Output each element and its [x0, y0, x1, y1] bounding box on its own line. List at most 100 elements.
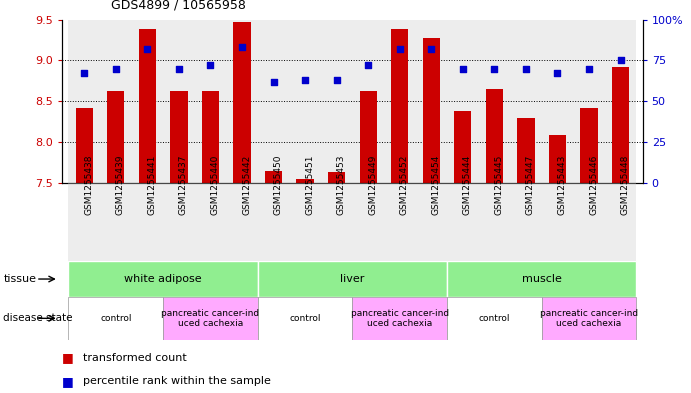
Text: ■: ■ — [62, 351, 74, 364]
Bar — [202, 92, 219, 183]
Text: GSM1255438: GSM1255438 — [84, 155, 93, 215]
Text: GSM1255437: GSM1255437 — [179, 155, 188, 215]
Point — [142, 46, 153, 52]
Text: GSM1255447: GSM1255447 — [526, 155, 535, 215]
Bar — [542, 297, 636, 340]
Bar — [265, 171, 282, 183]
Text: GSM1255450: GSM1255450 — [274, 155, 283, 215]
Point — [268, 79, 279, 85]
Bar — [447, 20, 479, 183]
Text: control: control — [479, 314, 510, 323]
Text: GSM1255453: GSM1255453 — [337, 155, 346, 215]
Bar — [359, 92, 377, 183]
Bar — [415, 20, 447, 183]
Bar — [612, 67, 630, 183]
Bar — [163, 20, 195, 183]
Text: GSM1255454: GSM1255454 — [431, 155, 440, 215]
Bar — [131, 20, 163, 183]
Bar — [68, 20, 100, 183]
Bar — [290, 183, 321, 261]
Bar — [139, 29, 156, 183]
Text: GSM1255452: GSM1255452 — [399, 155, 409, 215]
Bar — [107, 92, 124, 183]
Bar — [447, 183, 479, 261]
Point — [79, 70, 90, 77]
Bar — [100, 20, 131, 183]
Text: pancreatic cancer-ind
uced cachexia: pancreatic cancer-ind uced cachexia — [162, 309, 260, 328]
Bar — [447, 297, 542, 340]
Text: disease state: disease state — [3, 313, 73, 323]
Bar — [226, 20, 258, 183]
Text: pancreatic cancer-ind
uced cachexia: pancreatic cancer-ind uced cachexia — [540, 309, 638, 328]
Text: GSM1255444: GSM1255444 — [463, 155, 472, 215]
Bar — [296, 180, 314, 183]
Bar — [580, 108, 598, 183]
Point — [331, 77, 342, 83]
Text: transformed count: transformed count — [83, 353, 187, 363]
Text: tissue: tissue — [3, 274, 37, 284]
Bar — [258, 261, 447, 297]
Text: GSM1255439: GSM1255439 — [116, 155, 125, 215]
Point — [457, 65, 468, 72]
Bar — [605, 183, 636, 261]
Bar — [384, 183, 415, 261]
Point — [173, 65, 184, 72]
Point — [363, 62, 374, 68]
Bar — [423, 38, 440, 183]
Bar — [131, 183, 163, 261]
Bar — [510, 183, 542, 261]
Bar — [605, 20, 636, 183]
Bar — [163, 297, 258, 340]
Bar — [100, 183, 131, 261]
Point — [583, 65, 594, 72]
Bar — [391, 29, 408, 183]
Point — [520, 65, 531, 72]
Text: muscle: muscle — [522, 274, 562, 284]
Bar — [234, 22, 251, 183]
Point — [426, 46, 437, 52]
Bar — [321, 183, 352, 261]
Text: white adipose: white adipose — [124, 274, 202, 284]
Text: GSM1255440: GSM1255440 — [211, 155, 220, 215]
Bar — [258, 183, 290, 261]
Text: percentile rank within the sample: percentile rank within the sample — [83, 376, 271, 386]
Text: GSM1255441: GSM1255441 — [147, 155, 156, 215]
Text: control: control — [290, 314, 321, 323]
Bar — [384, 20, 415, 183]
Bar — [195, 20, 226, 183]
Bar — [479, 20, 510, 183]
Bar — [68, 183, 100, 261]
Text: GSM1255448: GSM1255448 — [621, 155, 630, 215]
Bar — [258, 297, 352, 340]
Bar — [510, 20, 542, 183]
Bar — [75, 108, 93, 183]
Bar — [549, 136, 566, 183]
Bar — [454, 111, 471, 183]
Point — [300, 77, 311, 83]
Bar — [352, 297, 447, 340]
Bar — [68, 297, 163, 340]
Text: GSM1255443: GSM1255443 — [558, 155, 567, 215]
Bar — [328, 172, 346, 183]
Bar — [195, 183, 226, 261]
Bar — [352, 20, 384, 183]
Point — [111, 65, 122, 72]
Point — [615, 57, 626, 64]
Text: GSM1255451: GSM1255451 — [305, 155, 314, 215]
Bar — [290, 20, 321, 183]
Point — [394, 46, 405, 52]
Text: pancreatic cancer-ind
uced cachexia: pancreatic cancer-ind uced cachexia — [350, 309, 448, 328]
Bar — [68, 261, 258, 297]
Point — [205, 62, 216, 68]
Point — [552, 70, 563, 77]
Bar — [542, 20, 574, 183]
Bar — [163, 183, 195, 261]
Text: ■: ■ — [62, 375, 74, 388]
Point — [489, 65, 500, 72]
Bar — [574, 20, 605, 183]
Bar — [258, 20, 290, 183]
Text: GSM1255445: GSM1255445 — [494, 155, 503, 215]
Text: GSM1255442: GSM1255442 — [242, 155, 251, 215]
Text: GDS4899 / 10565958: GDS4899 / 10565958 — [111, 0, 245, 12]
Bar — [574, 183, 605, 261]
